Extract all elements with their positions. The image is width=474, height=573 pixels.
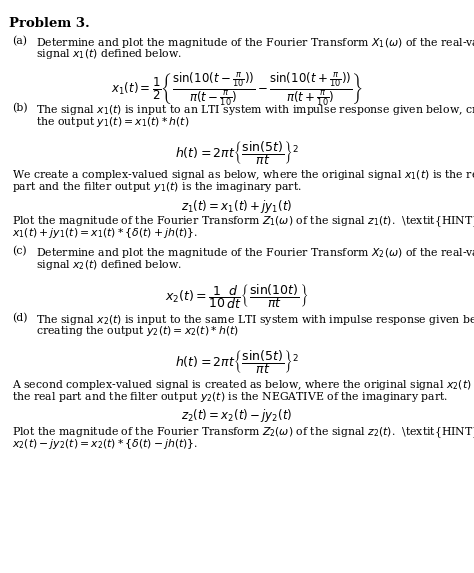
Text: The signal $x_2(t)$ is input to the same LTI system with impulse response given : The signal $x_2(t)$ is input to the same… <box>36 313 474 327</box>
Text: Determine and plot the magnitude of the Fourier Transform $X_1(\omega)$ of the r: Determine and plot the magnitude of the … <box>36 36 474 49</box>
Text: $h(t) = 2\pi t\left\{\dfrac{\sin(5t)}{\pi t}\right\}^2$: $h(t) = 2\pi t\left\{\dfrac{\sin(5t)}{\p… <box>175 139 299 167</box>
Text: $x_1(t) = \dfrac{1}{2}\left\{\dfrac{\sin(10(t - \frac{\pi}{10}))}{\pi(t - \frac{: $x_1(t) = \dfrac{1}{2}\left\{\dfrac{\sin… <box>111 70 363 108</box>
Text: signal $x_1(t)$ defined below.: signal $x_1(t)$ defined below. <box>36 47 182 61</box>
Text: signal $x_2(t)$ defined below.: signal $x_2(t)$ defined below. <box>36 258 182 272</box>
Text: $z_2(t) = x_2(t) - jy_2(t)$: $z_2(t) = x_2(t) - jy_2(t)$ <box>182 407 292 425</box>
Text: (c): (c) <box>12 246 27 257</box>
Text: The signal $x_1(t)$ is input to an LTI system with impulse response given below,: The signal $x_1(t)$ is input to an LTI s… <box>36 103 474 117</box>
Text: $x_2(t) = \dfrac{1}{10}\dfrac{d}{dt}\left\{\dfrac{\sin(10t)}{\pi t}\right\}$: $x_2(t) = \dfrac{1}{10}\dfrac{d}{dt}\lef… <box>165 282 309 311</box>
Text: the real part and the filter output $y_2(t)$ is the NEGATIVE of the imaginary pa: the real part and the filter output $y_2… <box>12 390 448 403</box>
Text: A second complex-valued signal is created as below, where the original signal $x: A second complex-valued signal is create… <box>12 378 474 392</box>
Text: Plot the magnitude of the Fourier Transform $Z_1(\omega)$ of the signal $z_1(t)$: Plot the magnitude of the Fourier Transf… <box>12 215 474 229</box>
Text: the output $y_1(t) = x_1(t) * h(t)$: the output $y_1(t) = x_1(t) * h(t)$ <box>36 115 189 128</box>
Text: part and the filter output $y_1(t)$ is the imaginary part.: part and the filter output $y_1(t)$ is t… <box>12 180 301 194</box>
Text: $x_1(t) + jy_1(t) = x_1(t) * \{\delta(t) + jh(t)\}$.: $x_1(t) + jy_1(t) = x_1(t) * \{\delta(t)… <box>12 226 198 240</box>
Text: (d): (d) <box>12 313 27 323</box>
Text: Problem 3.: Problem 3. <box>9 17 89 30</box>
Text: $h(t) = 2\pi t\left\{\dfrac{\sin(5t)}{\pi t}\right\}^2$: $h(t) = 2\pi t\left\{\dfrac{\sin(5t)}{\p… <box>175 348 299 376</box>
Text: (a): (a) <box>12 36 27 46</box>
Text: We create a complex-valued signal as below, where the original signal $x_1(t)$ i: We create a complex-valued signal as bel… <box>12 168 474 182</box>
Text: Plot the magnitude of the Fourier Transform $Z_2(\omega)$ of the signal $z_2(t)$: Plot the magnitude of the Fourier Transf… <box>12 425 474 439</box>
Text: $z_1(t) = x_1(t) + jy_1(t)$: $z_1(t) = x_1(t) + jy_1(t)$ <box>182 198 292 215</box>
Text: (b): (b) <box>12 103 27 113</box>
Text: $x_2(t) - jy_2(t) = x_2(t) * \{\delta(t) - jh(t)\}$.: $x_2(t) - jy_2(t) = x_2(t) * \{\delta(t)… <box>12 437 198 450</box>
Text: creating the output $y_2(t) = x_2(t) * h(t)$: creating the output $y_2(t) = x_2(t) * h… <box>36 324 238 338</box>
Text: Determine and plot the magnitude of the Fourier Transform $X_2(\omega)$ of the r: Determine and plot the magnitude of the … <box>36 246 474 260</box>
